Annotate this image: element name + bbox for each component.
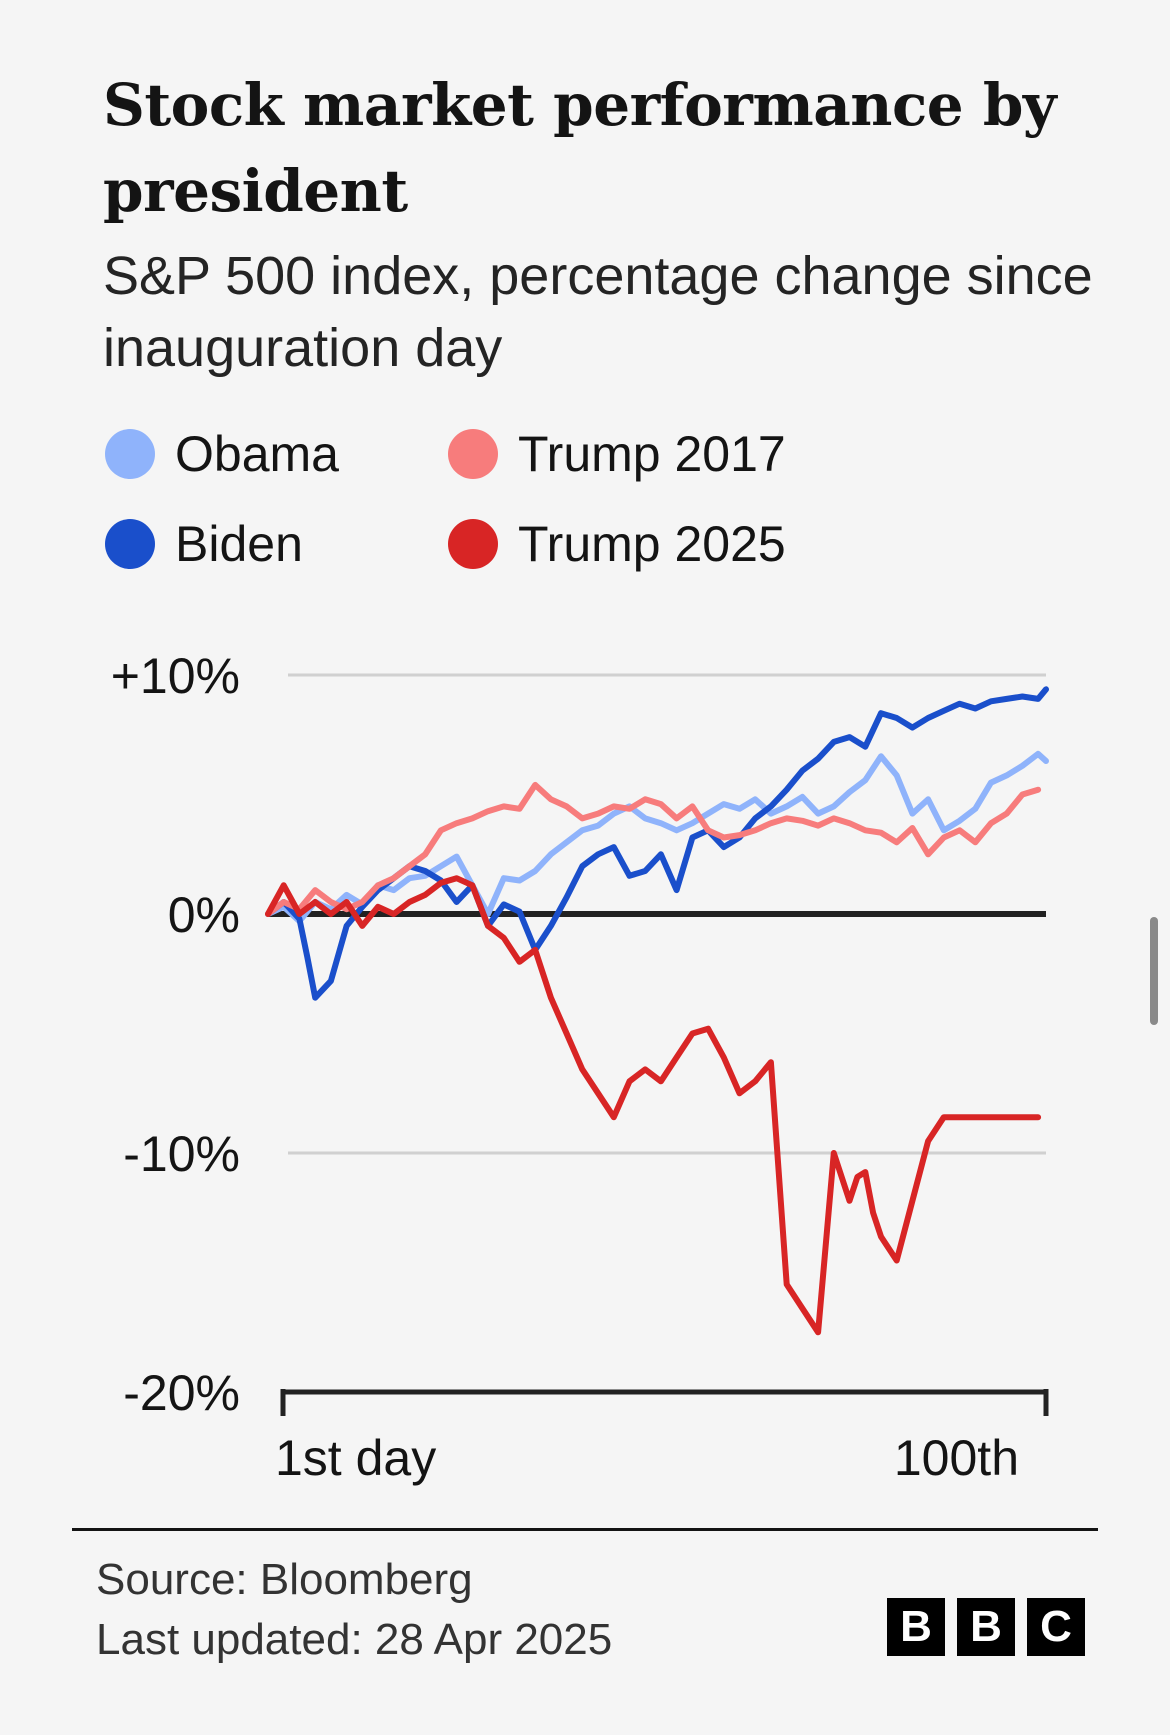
bbc-logo-letter-b1: B (887, 1598, 945, 1656)
legend-item-biden: Biden (105, 515, 303, 573)
chart-title: Stock market performance by president (103, 71, 1057, 225)
footer-divider (72, 1528, 1098, 1531)
y-tick-label-minus-10: -10% (123, 1126, 240, 1182)
chart-subtitle: S&P 500 index, percentage change since i… (103, 246, 1093, 378)
legend-label-trump-2025: Trump 2025 (518, 516, 786, 572)
y-tick-label-0: 0% (168, 887, 240, 943)
legend: Obama Trump 2017 Biden Trump 2025 (105, 425, 905, 615)
y-tick-label-plusminus-10: +10% (111, 648, 240, 704)
legend-item-obama: Obama (105, 425, 339, 483)
series-line-obama (265, 750, 1049, 925)
legend-swatch-obama (105, 429, 155, 479)
bbc-logo-letter-b2: B (957, 1598, 1015, 1656)
legend-label-biden: Biden (175, 516, 303, 572)
series-line-trump2017 (265, 781, 1042, 917)
legend-swatch-biden (105, 519, 155, 569)
series-line-trump2025 (265, 875, 1042, 1336)
x-tick-label-100th: 100th (894, 1430, 1019, 1486)
x-tick-label-first-day: 1st day (275, 1430, 436, 1486)
legend-item-trump-2025: Trump 2025 (448, 515, 786, 573)
legend-label-trump-2017: Trump 2017 (518, 426, 786, 482)
y-tick-label-minus-20: -20% (123, 1365, 240, 1421)
legend-item-trump-2017: Trump 2017 (448, 425, 786, 483)
last-updated-text: Last updated: 28 Apr 2025 (96, 1615, 613, 1664)
legend-swatch-trump-2025 (448, 519, 498, 569)
bbc-logo-letter-c: C (1027, 1598, 1085, 1656)
legend-label-obama: Obama (175, 426, 339, 482)
scrollbar-thumb[interactable] (1150, 917, 1158, 1025)
bbc-logo: B B C (887, 1598, 1085, 1656)
footer-text: Source: Bloomberg Last updated: 28 Apr 2… (96, 1550, 612, 1670)
line-chart: +10% 0% -10% -20% 1st day 100th (111, 648, 1049, 1486)
series-line-biden (265, 686, 1049, 1001)
source-text: Source: Bloomberg (96, 1555, 473, 1604)
legend-swatch-trump-2017 (448, 429, 498, 479)
